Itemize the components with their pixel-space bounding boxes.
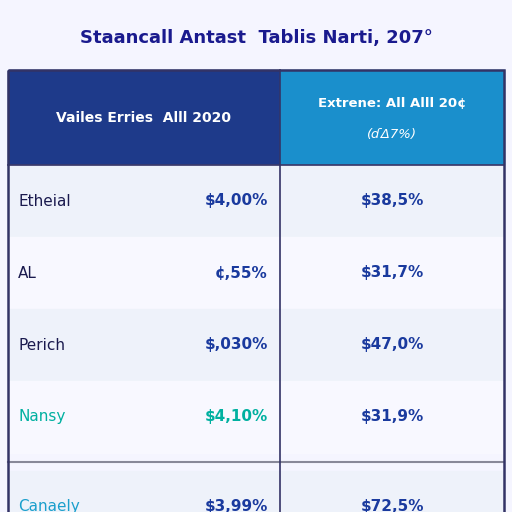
Text: Staancall Antast  Tablis Narti, 207°: Staancall Antast Tablis Narti, 207° [79, 29, 433, 47]
Bar [280, 70, 504, 165]
Text: AL: AL [18, 266, 37, 281]
Text: $4,10%: $4,10% [205, 410, 268, 424]
Text: $47,0%: $47,0% [360, 337, 424, 352]
Bar [8, 165, 504, 237]
Text: $31,9%: $31,9% [360, 410, 423, 424]
Text: $4,00%: $4,00% [205, 194, 268, 208]
Text: $31,7%: $31,7% [360, 266, 423, 281]
Text: Perich: Perich [18, 337, 65, 352]
Text: Canaely: Canaely [18, 500, 80, 512]
Text: (ɗΔ7%): (ɗΔ7%) [367, 128, 417, 141]
Text: $72,5%: $72,5% [360, 500, 424, 512]
Text: Vailes Erries  Alll 2020: Vailes Erries Alll 2020 [56, 111, 231, 124]
Text: $3,99%: $3,99% [205, 500, 268, 512]
Text: Nansy: Nansy [18, 410, 66, 424]
Text: $38,5%: $38,5% [360, 194, 424, 208]
Bar [8, 70, 280, 165]
Bar [8, 471, 504, 512]
Bar [8, 309, 504, 381]
Bar [8, 381, 504, 453]
Text: Etheial: Etheial [18, 194, 71, 208]
Text: Extrene: All Alll 20¢: Extrene: All Alll 20¢ [318, 97, 466, 110]
Bar [8, 237, 504, 309]
Text: $,030%: $,030% [205, 337, 268, 352]
Text: ¢,55%: ¢,55% [215, 266, 268, 281]
